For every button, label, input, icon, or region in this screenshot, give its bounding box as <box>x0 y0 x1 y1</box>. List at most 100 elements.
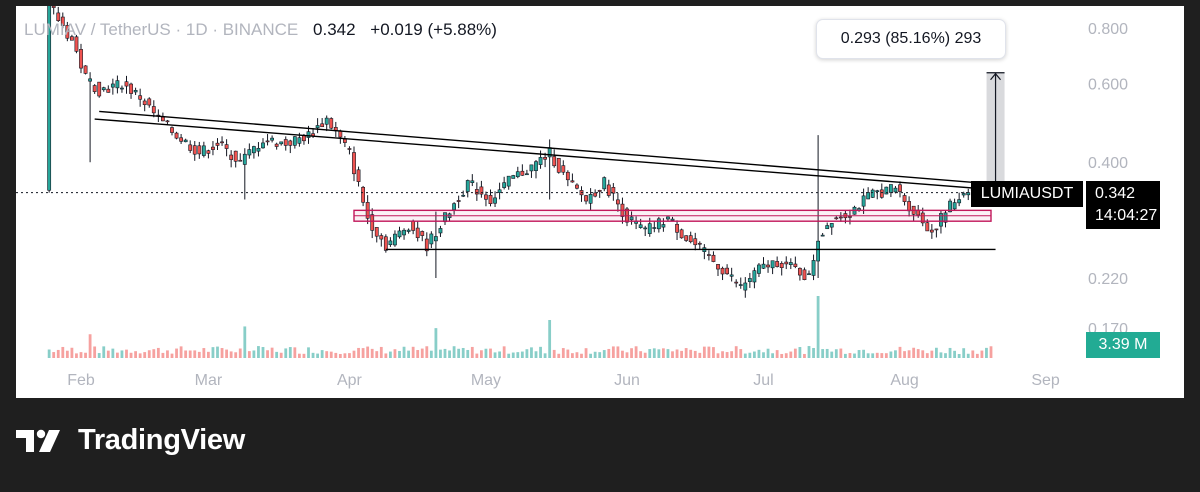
candle-up <box>506 175 511 187</box>
volume-bar <box>657 349 661 358</box>
volume-bar <box>953 350 956 358</box>
candle-up <box>788 262 793 266</box>
y-tick-label: 0.800 <box>1088 21 1128 38</box>
volume-tag: 3.39 M <box>1086 332 1160 358</box>
volume-bar <box>329 351 333 358</box>
volume-bar <box>129 352 133 358</box>
price-chart[interactable]: Feb Mar Apr May Jun Jul Aug Sep 0.800 0.600 0.400 0… <box>16 6 1184 398</box>
candle-down <box>347 148 352 150</box>
volume-bar <box>443 348 447 358</box>
candle-up <box>511 175 516 179</box>
candle-up <box>670 218 675 221</box>
candle-down <box>611 187 616 194</box>
volume-bar <box>671 351 674 358</box>
candle-down <box>679 229 684 239</box>
volume-bar <box>830 351 834 358</box>
candle-down <box>342 138 347 143</box>
volume-bar <box>539 346 542 358</box>
volume-bar <box>84 352 87 358</box>
candle-down <box>383 236 388 251</box>
volume-bar <box>598 352 602 358</box>
candle-up <box>893 187 898 193</box>
volume-bar <box>75 353 78 358</box>
volume-bar <box>889 351 893 358</box>
volume-bar <box>398 350 401 358</box>
bar-countdown: 14:04:27 <box>1095 207 1158 224</box>
volume-bar <box>420 348 424 358</box>
volume-bar <box>243 326 247 358</box>
volume-bar <box>489 348 492 358</box>
candle-down <box>766 264 770 268</box>
volume-bar <box>980 350 984 358</box>
candle-up <box>292 136 297 146</box>
volume-bar <box>907 350 911 358</box>
volume-bar <box>384 353 388 358</box>
candle-down <box>356 169 361 182</box>
volume-bar <box>284 348 288 358</box>
candle-down <box>79 49 83 69</box>
volume-bar <box>275 351 279 358</box>
volume-bar <box>621 350 624 358</box>
candle-down <box>415 227 420 239</box>
volume-bar <box>534 351 538 358</box>
candle-up <box>452 203 457 210</box>
volume-bar <box>935 347 938 358</box>
candle-down <box>151 106 156 114</box>
volume-bar <box>775 350 779 358</box>
candle-up <box>429 233 434 245</box>
candle-up <box>948 200 952 213</box>
volume-bar <box>912 347 916 358</box>
volume-bar <box>266 350 269 358</box>
candle-up <box>588 194 593 204</box>
volume-bar <box>853 353 856 358</box>
chart-card[interactable]: Feb Mar Apr May Jun Jul Aug Sep 0.800 0.600 0.400 0… <box>16 6 1184 398</box>
volume-bar <box>543 353 547 358</box>
candle-down <box>320 123 325 128</box>
volume-bar <box>65 350 69 358</box>
volume-bar <box>871 353 875 358</box>
candle-down <box>361 186 366 203</box>
candle-up <box>747 278 752 282</box>
candle-up <box>470 180 475 183</box>
candle-up <box>306 131 311 138</box>
volume-bar <box>816 296 820 358</box>
candle-up <box>666 216 670 220</box>
candle-up <box>638 224 643 228</box>
tradingview-logo-icon <box>16 429 60 452</box>
volume-bar <box>730 351 734 358</box>
candle-up <box>47 6 52 191</box>
volume-bar <box>184 350 188 358</box>
volume-bar <box>316 353 319 358</box>
volume-bar <box>79 352 83 358</box>
candle-down <box>97 81 102 97</box>
volume-bar <box>361 348 365 358</box>
volume-bar <box>311 352 315 358</box>
volume-bar <box>61 346 65 358</box>
candle-down <box>220 141 224 144</box>
volume-bar <box>766 348 770 358</box>
volume-bar <box>125 349 128 358</box>
volume-bar <box>152 349 156 358</box>
volume-bar <box>652 348 656 358</box>
candle-down <box>60 16 65 26</box>
candle-up <box>433 236 438 242</box>
candle-down <box>233 150 238 162</box>
candle-up <box>388 240 393 246</box>
volume-bar <box>611 346 615 358</box>
volume-bar <box>216 346 219 358</box>
volume-bar <box>389 351 392 358</box>
volume-bar <box>580 353 583 358</box>
volume-bar <box>525 349 529 358</box>
volume-bar <box>348 353 351 358</box>
volume-bar <box>812 347 815 358</box>
volume-bar <box>985 347 988 358</box>
volume-bar <box>680 350 683 358</box>
volume-bar <box>607 348 611 358</box>
candle-up <box>629 216 634 221</box>
candle-down <box>929 229 934 233</box>
candle-up <box>502 182 507 188</box>
volume-bar <box>602 350 606 358</box>
volume-bar <box>416 350 420 358</box>
volume-bar <box>338 353 342 358</box>
candle-down <box>479 186 484 195</box>
